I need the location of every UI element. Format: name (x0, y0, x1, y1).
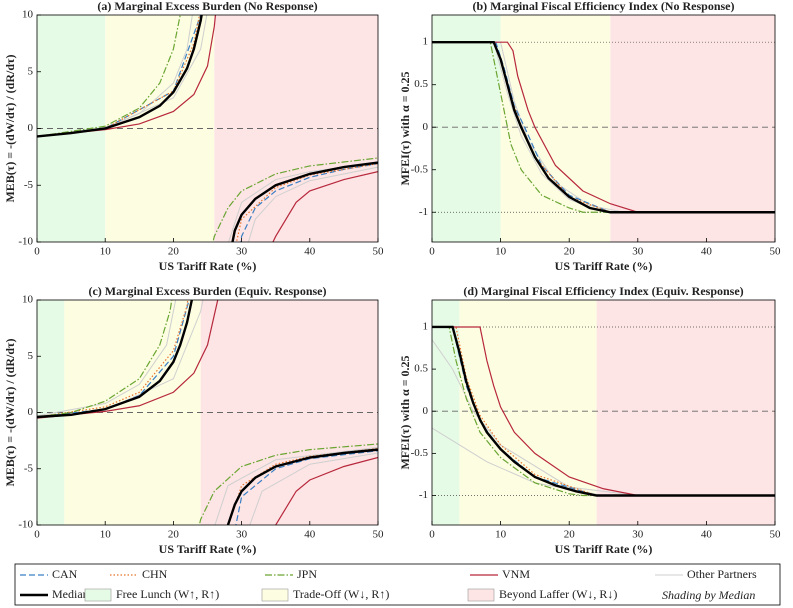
y-axis-label: MEB(τ) = -(dW/dτ) / (dR/dτ) (3, 54, 17, 202)
legend-label: Other Partners (687, 567, 757, 581)
x-tick-label: 10 (495, 529, 507, 541)
y-tick-label: 10 (22, 294, 34, 306)
axes-frame (431, 299, 776, 526)
chart-title: (d) Marginal Fiscal Efficiency Index (Eq… (463, 284, 743, 298)
x-tick-label: 30 (632, 246, 644, 258)
chart-title: (b) Marginal Fiscal Efficiency Index (No… (473, 0, 735, 13)
y-tick-label: 0 (423, 405, 429, 417)
region-shading (610, 15, 775, 242)
legend-label: Median (52, 587, 89, 601)
x-tick-label: 50 (373, 529, 385, 541)
legend-label: CAN (52, 567, 78, 581)
x-tick-label: 0 (34, 529, 40, 541)
y-tick-label: -0.5 (411, 447, 429, 459)
y-axis-label: MFEI(τ) with α = 0.25 (398, 355, 412, 469)
x-axis-label: US Tariff Rate (%) (555, 259, 653, 273)
legend-label: Beyond Laffer (W↓, R↓) (499, 587, 617, 601)
plot-area (432, 300, 775, 525)
series-line (37, 15, 378, 242)
x-tick-label: 50 (770, 529, 782, 541)
y-tick-label: 10 (22, 9, 34, 21)
y-tick-label: 0 (423, 121, 429, 133)
chart-title: (a) Marginal Excess Burden (No Response) (97, 0, 317, 13)
y-tick-label: -10 (18, 236, 33, 248)
y-tick-label: 0.5 (414, 363, 428, 375)
series-line (37, 15, 378, 242)
y-tick-label: 0.5 (414, 78, 428, 90)
series-line (432, 41, 775, 213)
other-partner-line (37, 300, 378, 525)
legend-box (14, 563, 781, 606)
region-shading (432, 15, 501, 242)
y-tick-label: 0 (28, 122, 34, 134)
legend-swatch (261, 588, 289, 602)
legend-label: Trade-Off (W↓, R↑) (293, 587, 389, 601)
axes-frame (431, 14, 776, 243)
y-tick-label: -5 (24, 462, 34, 474)
x-axis-label: US Tariff Rate (%) (159, 542, 257, 556)
plot-area (37, 300, 378, 525)
x-tick-label: 20 (564, 529, 576, 541)
x-axis-label: US Tariff Rate (%) (159, 259, 257, 273)
y-tick-label: -0.5 (411, 163, 429, 175)
series-line (432, 325, 775, 497)
x-tick-label: 20 (564, 246, 576, 258)
x-tick-label: 20 (168, 529, 180, 541)
x-tick-label: 10 (100, 246, 112, 258)
y-tick-label: 5 (28, 350, 34, 362)
y-tick-label: -10 (18, 519, 33, 531)
x-tick-label: 40 (701, 246, 713, 258)
y-tick-label: 1 (423, 320, 429, 332)
legend-swatch (467, 588, 495, 602)
x-tick-label: 50 (770, 246, 782, 258)
series-line (432, 41, 775, 213)
y-axis-label: MEB(τ) = -(dW/dτ) / (dR/dτ) (3, 338, 17, 486)
y-tick-label: 5 (28, 65, 34, 77)
y-tick-label: 0 (28, 406, 34, 418)
y-tick-label: -1 (419, 489, 428, 501)
x-tick-label: 30 (236, 246, 248, 258)
x-tick-label: 40 (701, 529, 713, 541)
series-line (432, 326, 775, 497)
y-tick-label: -5 (24, 179, 34, 191)
x-tick-label: 0 (429, 246, 435, 258)
series-line (432, 326, 775, 497)
plot-area (37, 15, 378, 242)
legend-label: Free Lunch (W↑, R↑) (116, 587, 219, 601)
x-tick-label: 10 (495, 246, 507, 258)
x-axis-label: US Tariff Rate (%) (555, 542, 653, 556)
series-line (432, 41, 775, 214)
legend-label: VNM (502, 567, 530, 581)
legend-note: Shading by Median (662, 588, 755, 602)
x-tick-label: 0 (429, 529, 435, 541)
plot-area (432, 15, 775, 242)
y-tick-label: 1 (423, 36, 429, 48)
y-tick-label: -1 (419, 206, 428, 218)
series-line (37, 300, 378, 525)
x-tick-label: 40 (304, 529, 316, 541)
series-line (37, 15, 378, 242)
x-tick-label: 0 (34, 246, 40, 258)
series-line (432, 41, 775, 213)
x-tick-label: 20 (168, 246, 180, 258)
series-line (37, 300, 378, 525)
x-tick-label: 30 (236, 529, 248, 541)
series-line (37, 300, 378, 525)
region-shading (596, 300, 775, 525)
legend-swatch (84, 588, 112, 602)
chart-title: (c) Marginal Excess Burden (Equiv. Respo… (88, 284, 326, 298)
x-tick-label: 30 (632, 529, 644, 541)
x-tick-label: 50 (373, 246, 385, 258)
series-line (432, 326, 775, 497)
y-axis-label: MFEI(τ) with α = 0.25 (398, 71, 412, 185)
legend-label: CHN (142, 567, 168, 581)
x-tick-label: 10 (100, 529, 112, 541)
x-tick-label: 40 (304, 246, 316, 258)
legend-label: JPN (297, 567, 317, 581)
